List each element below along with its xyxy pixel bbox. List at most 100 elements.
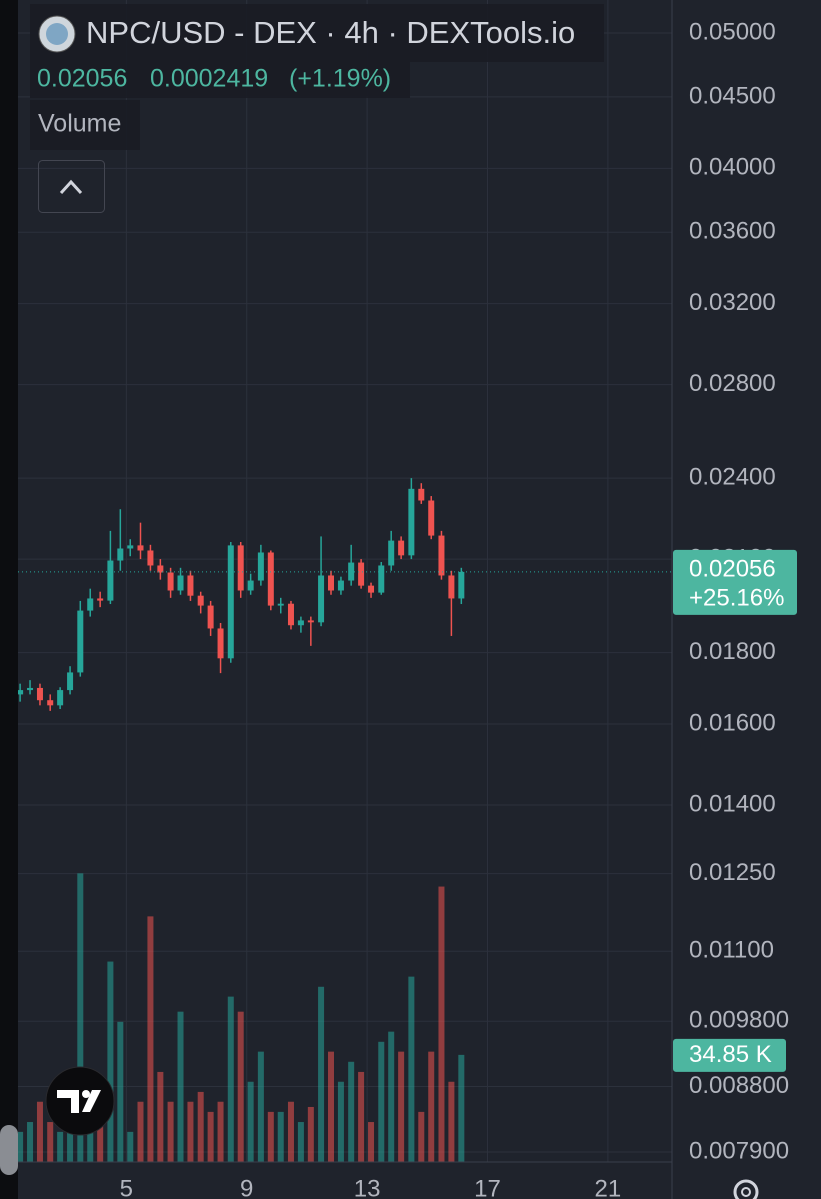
tv-circle [45, 1066, 115, 1136]
candle-body [307, 620, 314, 623]
collapse-button[interactable] [38, 160, 105, 213]
volume-bar [127, 1131, 134, 1162]
volume-bar [458, 1054, 465, 1162]
x-tick-label: 17 [474, 1175, 501, 1199]
chevron-icon [59, 179, 83, 195]
volume-bar [187, 1101, 194, 1162]
candle-body [177, 575, 184, 591]
y-tick-label: 0.03600 [689, 218, 776, 245]
candle-body [227, 545, 234, 659]
overlay: 0.05000 0.04500 0.04000 0.03600 0.03200 0.028… [673, 18, 797, 1164]
candle-body [97, 598, 104, 601]
volume-bar [47, 1122, 54, 1162]
candle-body [157, 565, 164, 573]
x-tick-label: 5 [120, 1175, 133, 1199]
candle-body [187, 575, 194, 596]
volume-bg [30, 100, 140, 150]
volume-bar [247, 1081, 254, 1162]
chart-title: NPC/USD - DEX · 4h · DEXTools.io [86, 15, 575, 50]
volume-bar [277, 1111, 284, 1162]
volume-bar [67, 1111, 74, 1162]
tv-dot [82, 1090, 90, 1098]
volume-bar [237, 1011, 244, 1162]
y-tick-label: 0.04000 [689, 154, 776, 181]
y-tick-label: 0.01600 [689, 709, 776, 736]
volume-bar [227, 996, 234, 1162]
candle-body [77, 610, 84, 673]
candle-body [137, 545, 144, 551]
volume-bar [167, 1101, 174, 1162]
y-tick-label: 0.02800 [689, 370, 776, 397]
volume-bar [197, 1091, 204, 1162]
candle-body [448, 575, 455, 599]
volume-bar [287, 1101, 294, 1162]
candle-body [438, 535, 445, 576]
price-change-pct: (+1.19%) [289, 65, 391, 93]
volume-bar [217, 1101, 224, 1162]
volume-bar [177, 1011, 184, 1162]
token-logo-inner [46, 23, 68, 45]
candle-body [17, 690, 24, 695]
candle-body [348, 562, 355, 581]
volume-bar [408, 976, 415, 1162]
volume-bar [358, 1071, 365, 1162]
volume-bar [307, 1106, 314, 1162]
volume-bar [57, 1131, 64, 1162]
volume-bar [348, 1061, 355, 1162]
candle-body [408, 488, 415, 556]
volume-bar [418, 1111, 425, 1162]
volume-bar [117, 1021, 124, 1162]
gear-hub [741, 1187, 751, 1197]
volume-legend: Volume [38, 110, 121, 138]
volume-badge [673, 1038, 786, 1072]
volume-bar [448, 1081, 455, 1162]
candle-body [207, 605, 214, 629]
settings-button[interactable] [733, 1179, 759, 1199]
volume-bar [328, 1051, 335, 1162]
volume-bar [17, 1131, 24, 1162]
y-tick-label: 0.01800 [689, 638, 776, 665]
y-tick-label: 0.02400 [689, 463, 776, 490]
y-tick-label: 0.008800 [689, 1072, 789, 1099]
price-bg [30, 62, 410, 98]
left-strip [0, 0, 18, 1199]
candle-body [47, 700, 54, 706]
volume-bar [438, 886, 445, 1162]
last-price: 0.02056 [37, 65, 127, 93]
candle-body [57, 690, 64, 706]
plot-area [17, 0, 672, 1162]
candle-body [117, 548, 124, 561]
volume-bar [378, 1041, 385, 1162]
candle-body [458, 571, 465, 599]
volume-bar [157, 1071, 164, 1162]
volume-bar [398, 1051, 405, 1162]
candle-body [257, 552, 264, 581]
x-tick-label: 9 [240, 1175, 253, 1199]
volume-bar [368, 1122, 375, 1162]
x-tick-label: 21 [595, 1175, 622, 1199]
volume-bar [27, 1122, 34, 1162]
volume-bar [318, 986, 325, 1162]
candle-body [127, 545, 134, 549]
candle-body [27, 687, 34, 691]
candle-body [107, 560, 114, 601]
candle-body [337, 580, 344, 591]
tv-logo[interactable] [45, 1066, 115, 1136]
scroll-handle[interactable] [0, 1125, 18, 1175]
volume-bar [297, 1122, 304, 1162]
tv-mark [57, 1090, 101, 1113]
y-tick-label: 0.01100 [689, 937, 774, 964]
button-frame [38, 160, 105, 213]
candle-body [287, 603, 294, 626]
volume-bar [428, 1051, 435, 1162]
volume-bar [107, 961, 114, 1162]
candle-body [67, 672, 74, 691]
x-tick-label: 13 [354, 1175, 381, 1199]
volume-bar [147, 916, 154, 1162]
y-tick-label: 0.04500 [689, 82, 776, 109]
price-badge-change: +25.16% [689, 584, 784, 611]
price-badge-value: 0.02056 [689, 555, 776, 582]
candle-body [237, 545, 244, 591]
candle-body [87, 598, 94, 611]
candle-body [328, 575, 335, 591]
